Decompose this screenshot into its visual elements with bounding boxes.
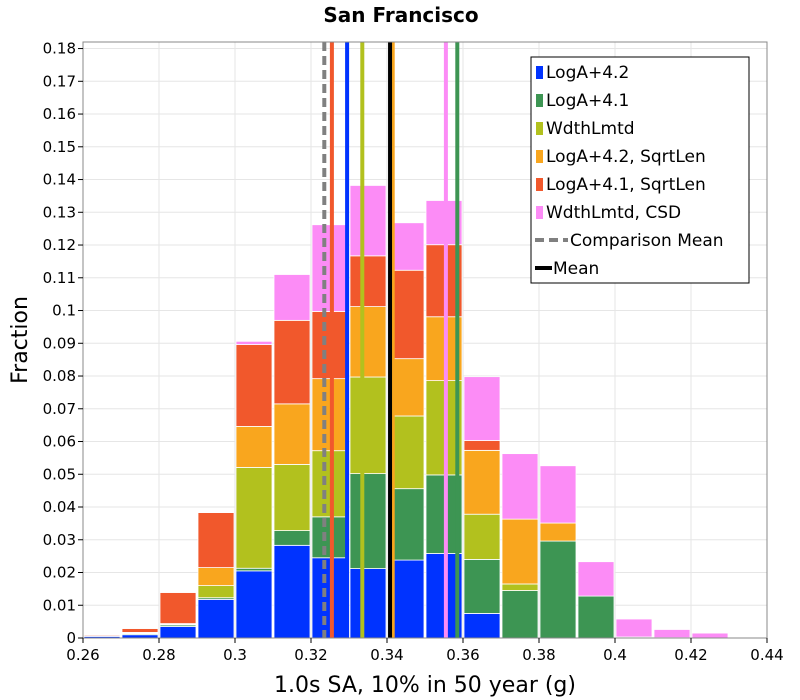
bar-0.29-series-2 [197,585,235,599]
legend: LogA+4.2 LogA+4.1 WdthLmtd LogA+4.2, SqrtLe… [530,56,750,284]
mean-lines [322,42,460,638]
bar-0.31-series-5 [273,274,311,321]
bar-0.37-series-2 [501,583,539,591]
legend-label-6: Comparison Mean [570,231,724,251]
bar-0.33-series-1 [349,473,387,569]
x-axis-label: 1.0s SA, 10% in 50 year (g) [274,673,576,698]
bar-0.36-series-5 [463,376,501,441]
bar-0.38-series-1 [539,540,577,639]
bar-0.29-series-5 [197,511,235,513]
y-tick-label-11: 0.11 [43,269,76,287]
legend-swatch-4 [536,178,543,191]
legend-swatch-5 [536,206,543,219]
y-tick-label-8: 0.08 [43,367,76,385]
bar-0.36-series-2 [463,513,501,560]
bar-0.30-series-4 [235,344,273,427]
bar-0.29-series-3 [197,567,235,587]
y-tick-label-2: 0.02 [43,564,76,582]
bar-0.30-series-0 [235,570,273,639]
y-tick-label-14: 0.14 [43,171,76,189]
bar-0.36-series-1 [463,559,501,614]
x-tick-label-3: 0.32 [294,646,327,664]
legend-box [530,56,750,284]
y-tick-label-13: 0.13 [43,203,76,221]
bar-0.36-series-0 [463,613,501,639]
y-tick-label-5: 0.05 [43,465,76,483]
x-tick-label-4: 0.34 [370,646,403,664]
y-axis-ticks: 0 0.01 0.02 0.03 0.04 0.05 0.06 0.07 0.08 0.09 0.1… [43,40,83,647]
bar-0.29-series-0 [197,598,235,639]
x-tick-label-9: 0.44 [750,646,783,664]
bar-0.37-series-1 [501,590,539,639]
legend-label-7: Mean [553,259,599,279]
bar-0.31-series-3 [273,403,311,465]
y-tick-label-3: 0.03 [43,531,76,549]
chart-title: San Francisco [323,3,478,27]
bar-0.31-series-2 [273,464,311,531]
bar-0.29-series-4 [197,512,235,568]
legend-label-1: LogA+4.1 [546,91,629,111]
x-tick-label-1: 0.28 [142,646,175,664]
bar-0.38-series-3 [539,522,577,542]
bar-0.39-series-1 [577,595,615,639]
y-tick-label-4: 0.04 [43,498,76,516]
bar-0.33-series-0 [349,568,387,639]
plot-frame [82,41,768,639]
legend-label-3: LogA+4.2, SqrtLen [546,147,706,167]
x-tick-label-7: 0.4 [603,646,627,664]
y-axis-label: Fraction [8,296,33,384]
bar-0.37-series-3 [501,518,539,585]
bar-0.33-series-5 [349,185,387,257]
y-tick-label-6: 0.06 [43,433,76,451]
bar-0.31-series-4 [273,319,311,405]
bar-0.30-series-2 [235,466,273,569]
bar-0.31-series-0 [273,544,311,639]
bar-0.27-series-4 [121,628,159,633]
y-tick-label-16: 0.16 [43,105,76,123]
x-tick-label-0: 0.26 [66,646,99,664]
y-tick-label-0: 0 [66,629,76,647]
bar-0.26-series-4 [83,634,121,637]
y-tick-label-10: 0.1 [52,302,76,320]
bar-0.36-series-3 [463,449,501,515]
legend-swatch-3 [536,150,543,163]
legend-label-5: WdthLmtd, CSD [546,203,681,223]
bar-0.40-series-5 [615,618,653,638]
x-tick-label-8: 0.42 [674,646,707,664]
bar-0.33-series-3 [349,306,387,378]
legend-swatch-2 [536,122,543,135]
bar-0.30-series-3 [235,426,273,468]
bar-0.42-series-5 [691,632,729,639]
y-tick-label-9: 0.09 [43,334,76,352]
bar-0.39-series-5 [577,561,615,597]
x-axis-ticks: 0.26 0.28 0.3 0.32 0.34 0.36 0.38 0.4 0.42 0.44 [66,638,784,664]
x-tick-label-6: 0.38 [522,646,555,664]
legend-swatch-0 [536,66,543,79]
bar-0.33-series-4 [349,255,387,307]
bar-0.38-series-5 [539,465,577,524]
bar-0.28-series-0 [159,626,197,639]
y-tick-label-7: 0.07 [43,400,76,418]
bar-0.33-series-2 [349,376,387,475]
y-tick-label-17: 0.17 [43,72,76,90]
bar-0.31-series-1 [273,530,311,546]
y-tick-label-12: 0.12 [43,236,76,254]
x-tick-label-5: 0.36 [446,646,479,664]
legend-swatch-1 [536,94,543,107]
bar-0.37-series-5 [501,453,539,520]
bar-0.41-series-5 [653,629,691,639]
legend-label-4: LogA+4.1, SqrtLen [546,175,706,195]
y-tick-label-15: 0.15 [43,138,76,156]
y-tick-label-1: 0.01 [43,596,76,614]
x-tick-label-2: 0.3 [223,646,247,664]
bar-0.30-series-5 [235,340,273,345]
y-tick-label-18: 0.18 [43,40,76,58]
legend-label-0: LogA+4.2 [546,63,629,83]
bar-0.36-series-4 [463,440,501,451]
bar-0.28-series-4 [159,592,197,624]
legend-label-2: WdthLmtd [546,119,635,139]
